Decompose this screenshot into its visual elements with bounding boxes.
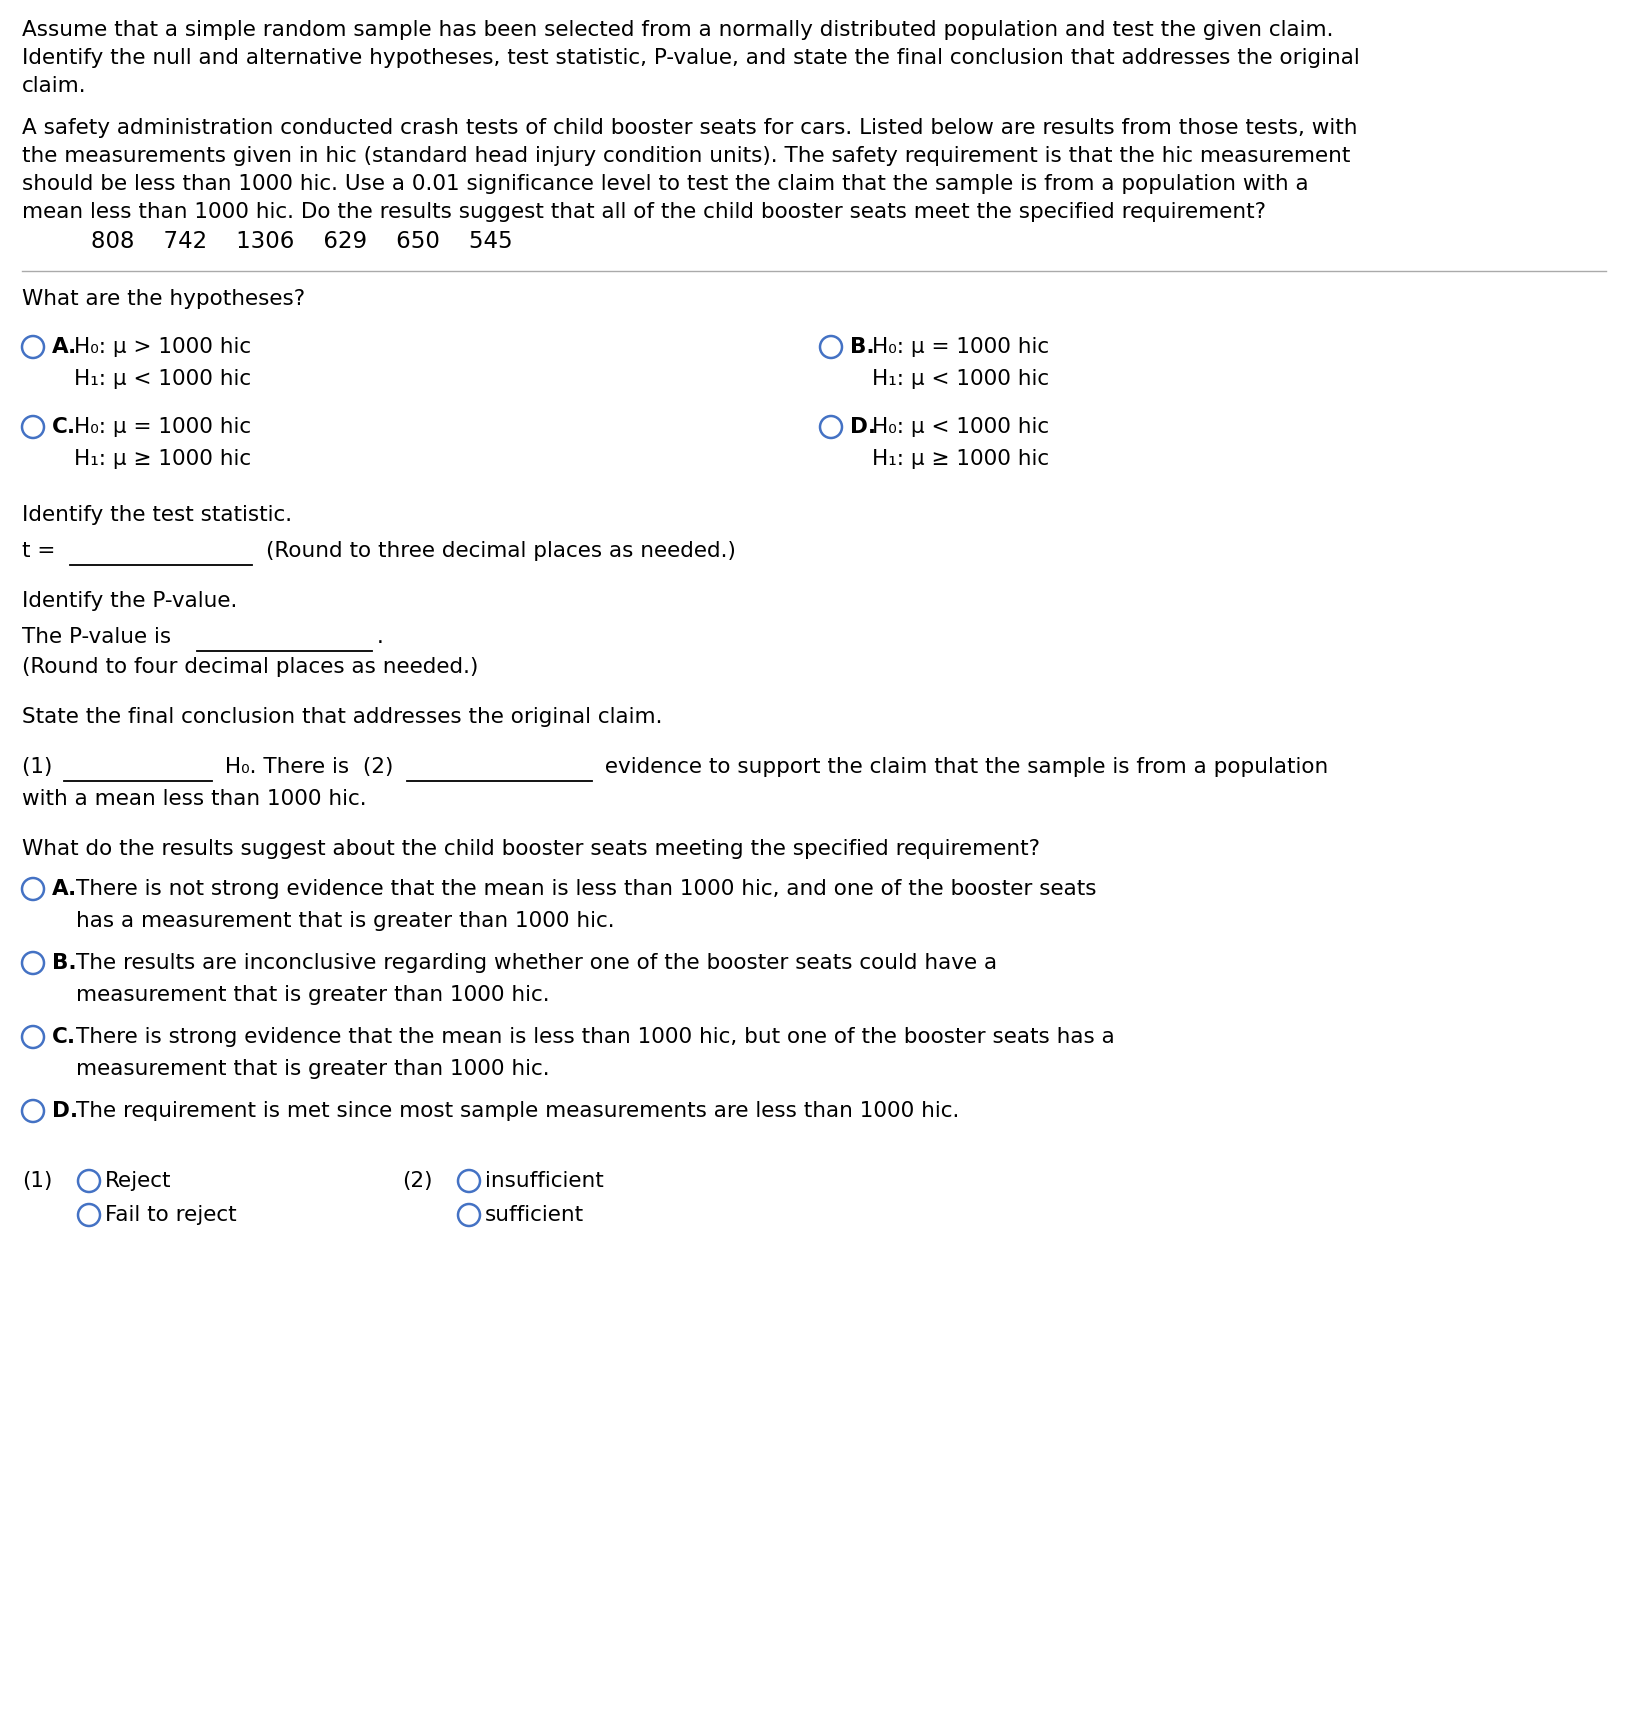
- Text: D.: D.: [52, 1101, 78, 1122]
- Text: B.: B.: [52, 953, 77, 972]
- Text: H₀: μ > 1000 hic: H₀: μ > 1000 hic: [73, 337, 251, 357]
- Text: claim.: claim.: [23, 76, 86, 96]
- Text: t =: t =: [23, 541, 62, 562]
- Text: H₀: μ < 1000 hic: H₀: μ < 1000 hic: [873, 417, 1048, 436]
- Text: The P-value is: The P-value is: [23, 627, 177, 648]
- Text: What are the hypotheses?: What are the hypotheses?: [23, 289, 304, 309]
- Text: A.: A.: [52, 880, 77, 899]
- Text: Fail to reject: Fail to reject: [104, 1204, 236, 1225]
- Text: H₀: μ = 1000 hic: H₀: μ = 1000 hic: [873, 337, 1048, 357]
- Text: insufficient: insufficient: [485, 1172, 604, 1191]
- Text: Reject: Reject: [104, 1172, 171, 1191]
- Text: H₁: μ < 1000 hic: H₁: μ < 1000 hic: [873, 369, 1048, 388]
- Text: There is not strong evidence that the mean is less than 1000 hic, and one of the: There is not strong evidence that the me…: [77, 880, 1097, 899]
- Text: (2): (2): [402, 1172, 433, 1191]
- Text: B.: B.: [850, 337, 874, 357]
- Text: with a mean less than 1000 hic.: with a mean less than 1000 hic.: [23, 789, 366, 809]
- Text: Assume that a simple random sample has been selected from a normally distributed: Assume that a simple random sample has b…: [23, 21, 1333, 40]
- Text: D.: D.: [850, 417, 876, 436]
- Text: should be less than 1000 hic. Use a 0.01 significance level to test the claim th: should be less than 1000 hic. Use a 0.01…: [23, 174, 1309, 194]
- Text: A.: A.: [52, 337, 77, 357]
- Text: .: .: [378, 627, 384, 648]
- Text: measurement that is greater than 1000 hic.: measurement that is greater than 1000 hi…: [77, 984, 550, 1005]
- Text: C.: C.: [52, 417, 77, 436]
- Text: Identify the null and alternative hypotheses, test statistic, P-value, and state: Identify the null and alternative hypoth…: [23, 48, 1359, 69]
- Text: H₁: μ < 1000 hic: H₁: μ < 1000 hic: [73, 369, 251, 388]
- Text: measurement that is greater than 1000 hic.: measurement that is greater than 1000 hi…: [77, 1058, 550, 1079]
- Text: (1): (1): [23, 1172, 52, 1191]
- Text: Identify the test statistic.: Identify the test statistic.: [23, 505, 291, 526]
- Text: The results are inconclusive regarding whether one of the booster seats could ha: The results are inconclusive regarding w…: [77, 953, 996, 972]
- Text: (Round to four decimal places as needed.): (Round to four decimal places as needed.…: [23, 656, 479, 677]
- Text: What do the results suggest about the child booster seats meeting the specified : What do the results suggest about the ch…: [23, 838, 1040, 859]
- Text: State the final conclusion that addresses the original claim.: State the final conclusion that addresse…: [23, 708, 663, 727]
- Text: sufficient: sufficient: [485, 1204, 584, 1225]
- Text: H₀. There is  (2): H₀. There is (2): [218, 758, 400, 777]
- Text: H₁: μ ≥ 1000 hic: H₁: μ ≥ 1000 hic: [873, 448, 1048, 469]
- Text: Identify the P-value.: Identify the P-value.: [23, 591, 238, 612]
- Text: H₁: μ ≥ 1000 hic: H₁: μ ≥ 1000 hic: [73, 448, 251, 469]
- Text: There is strong evidence that the mean is less than 1000 hic, but one of the boo: There is strong evidence that the mean i…: [77, 1027, 1115, 1046]
- Text: mean less than 1000 hic. Do the results suggest that all of the child booster se: mean less than 1000 hic. Do the results …: [23, 203, 1267, 222]
- Text: (Round to three decimal places as needed.): (Round to three decimal places as needed…: [265, 541, 736, 562]
- Text: evidence to support the claim that the sample is from a population: evidence to support the claim that the s…: [597, 758, 1328, 777]
- Text: C.: C.: [52, 1027, 77, 1046]
- Text: H₀: μ = 1000 hic: H₀: μ = 1000 hic: [73, 417, 251, 436]
- Text: A safety administration conducted crash tests of child booster seats for cars. L: A safety administration conducted crash …: [23, 119, 1358, 137]
- Text: 808    742    1306    629    650    545: 808 742 1306 629 650 545: [62, 230, 513, 253]
- Text: the measurements given in hic (standard head injury condition units). The safety: the measurements given in hic (standard …: [23, 146, 1350, 167]
- Text: has a measurement that is greater than 1000 hic.: has a measurement that is greater than 1…: [77, 911, 615, 931]
- Text: The requirement is met since most sample measurements are less than 1000 hic.: The requirement is met since most sample…: [77, 1101, 959, 1122]
- Text: (1): (1): [23, 758, 59, 777]
